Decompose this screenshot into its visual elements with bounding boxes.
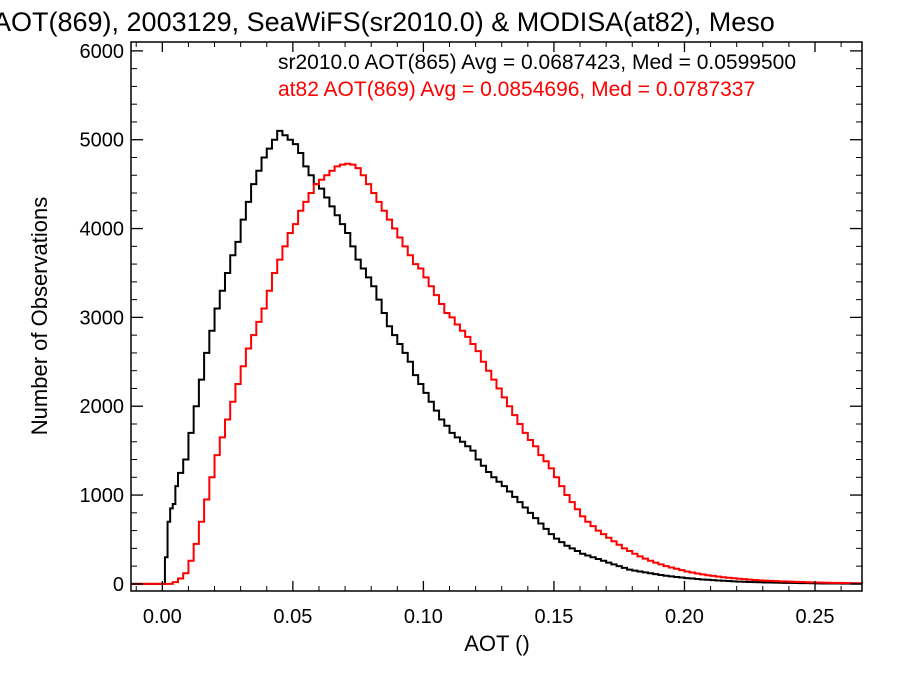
y-tick-label: 1000 (80, 485, 125, 507)
chart-title: AOT(869), 2003129, SeaWiFS(sr2010.0) & M… (0, 7, 775, 37)
x-tick-label: 0.25 (796, 606, 835, 628)
plot-series-layer (131, 129, 863, 585)
y-tick-label: 6000 (80, 41, 125, 63)
y-axis-label: Number of Observations (27, 197, 52, 435)
y-tick-label: 4000 (80, 219, 125, 241)
series-line-1 (131, 162, 863, 585)
y-tick-label: 2000 (80, 396, 125, 418)
x-tick-label: 0.20 (665, 606, 704, 628)
y-tick-label: 3000 (80, 307, 125, 329)
tick-labels-layer: 0.00 0.05 0.10 0.15 0.20 0.25 0 1000 2000 3000 400… (80, 41, 835, 628)
plot-frame (130, 41, 863, 592)
x-tick-label: 0.15 (534, 606, 573, 628)
axis-ticks-layer (131, 42, 862, 591)
x-tick-label: 0.00 (143, 606, 182, 628)
legend-entry-sr2010: sr2010.0 AOT(865) Avg = 0.0687423, Med =… (278, 51, 796, 74)
x-tick-label: 0.05 (273, 606, 312, 628)
y-tick-label: 5000 (80, 130, 125, 152)
x-axis-label: AOT () (464, 631, 530, 656)
series-line-0 (131, 129, 862, 585)
y-tick-label: 0 (113, 574, 124, 596)
legend-entry-at82: at82 AOT(869) Avg = 0.0854696, Med = 0.0… (278, 78, 755, 101)
x-tick-label: 0.10 (404, 606, 443, 628)
